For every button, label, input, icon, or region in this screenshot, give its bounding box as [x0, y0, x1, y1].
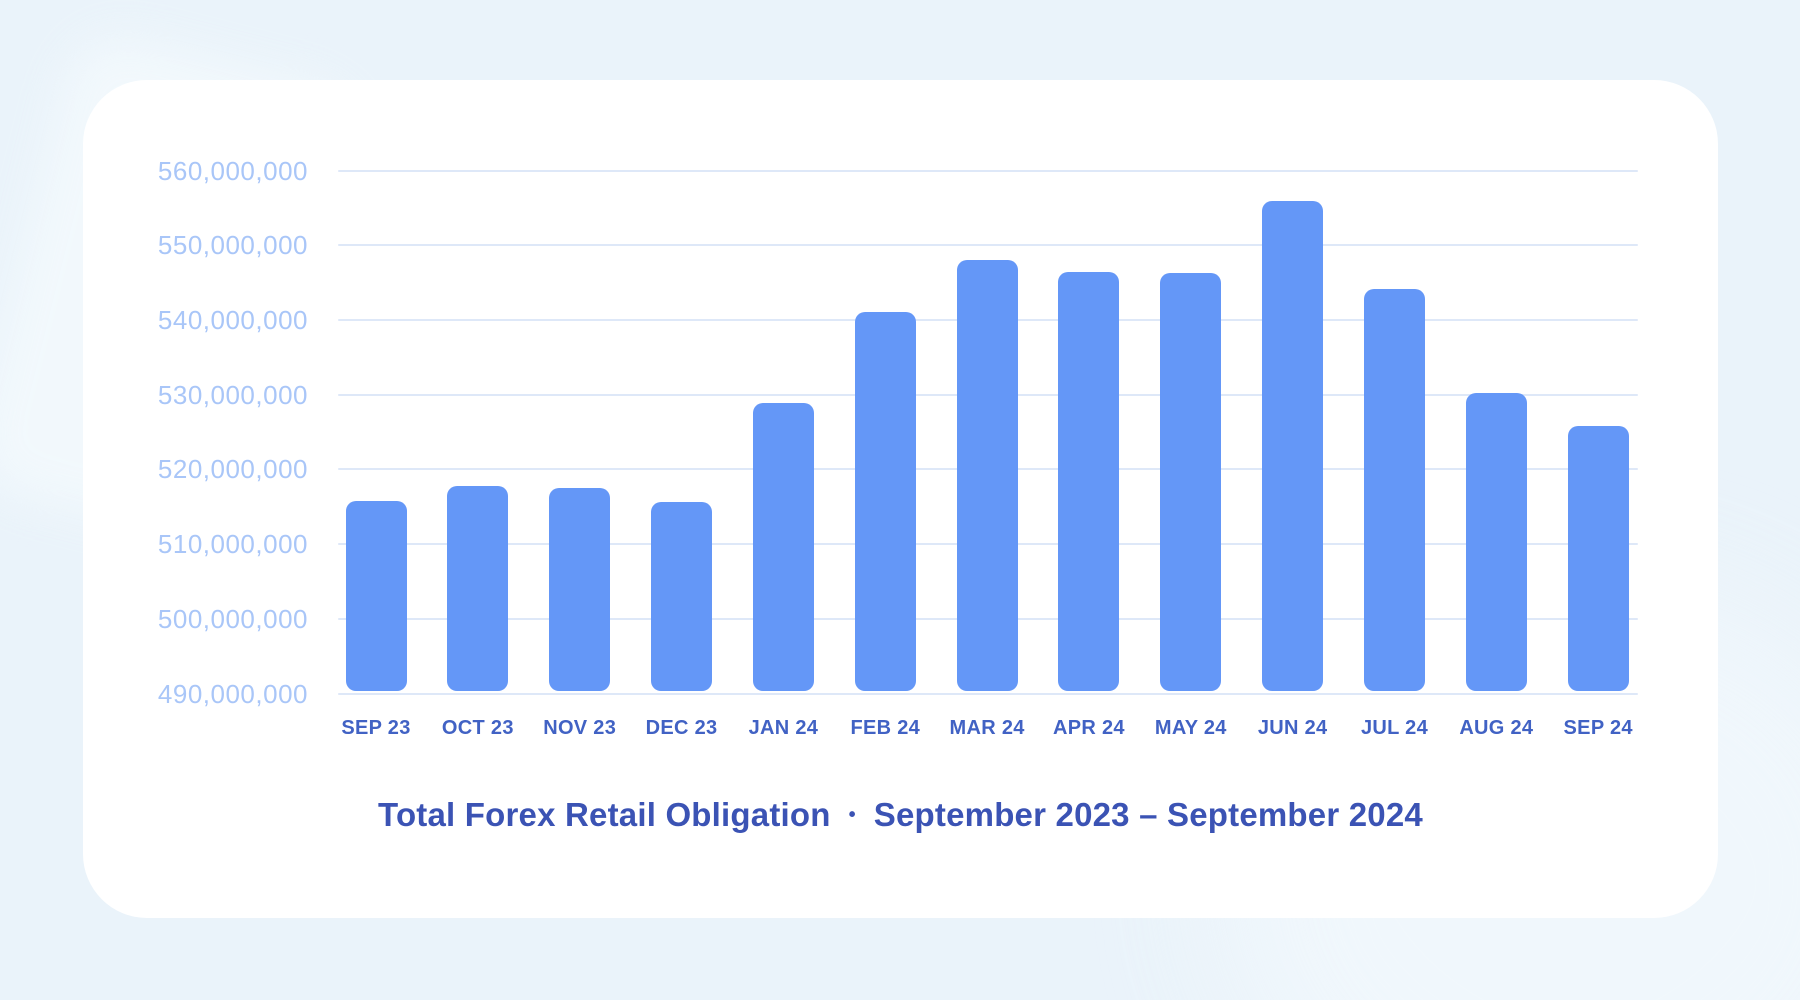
- y-axis-label: 530,000,000: [157, 379, 308, 410]
- y-axis-label: 560,000,000: [157, 155, 308, 186]
- x-axis-label: APR 24: [1053, 717, 1125, 739]
- x-axis-label: DEC 23: [645, 717, 718, 739]
- gridline: [338, 169, 1638, 172]
- bar-nov-23: [549, 487, 611, 692]
- bar-feb-24: [854, 311, 916, 692]
- y-axis-label: 550,000,000: [157, 230, 308, 261]
- title-separator-dot: •: [848, 803, 856, 826]
- bar-chart: 490,000,000 500,000,000 510,000,000 520,000…: [83, 80, 1718, 918]
- y-axis-label: 490,000,000: [157, 678, 308, 709]
- x-axis-label: SEP 24: [1563, 717, 1633, 739]
- x-axis-label: MAR 24: [949, 717, 1025, 739]
- x-axis-label: SEP 23: [341, 717, 411, 739]
- y-axis-label: 500,000,000: [157, 603, 308, 634]
- bar-jul-24: [1364, 288, 1425, 692]
- y-axis-label: 510,000,000: [157, 529, 308, 560]
- chart-title: Total Forex Retail Obligation • Septembe…: [83, 796, 1718, 834]
- chart-title-range: September 2023 – September 2024: [873, 796, 1423, 833]
- bar-sep-23: [345, 500, 407, 692]
- x-axis-label: FEB 24: [850, 717, 921, 739]
- bar-mar-24: [956, 260, 1018, 692]
- x-axis-label: NOV 23: [543, 717, 617, 739]
- chart-title-series: Total Forex Retail Obligation: [378, 796, 831, 833]
- bar-may-24: [1160, 273, 1222, 692]
- bar-aug-24: [1465, 393, 1527, 692]
- chart-card: 490,000,000 500,000,000 510,000,000 520,000…: [83, 80, 1718, 918]
- gridline: [338, 692, 1638, 695]
- x-axis-label: MAY 24: [1154, 717, 1227, 739]
- y-axis-label: 540,000,000: [157, 304, 308, 335]
- x-axis-label: JUL 24: [1360, 717, 1429, 739]
- x-axis-label: OCT 23: [441, 717, 514, 739]
- gridline: [338, 244, 1638, 247]
- bar-oct-23: [447, 486, 509, 692]
- bar-jan-24: [752, 403, 814, 692]
- bar-apr-24: [1058, 272, 1120, 692]
- x-axis-label: JAN 24: [748, 717, 819, 739]
- x-axis-label: JUN 24: [1257, 717, 1328, 739]
- bar-dec-23: [651, 501, 713, 692]
- y-axis-label: 520,000,000: [157, 454, 308, 485]
- bar-sep-24: [1567, 425, 1629, 692]
- bar-jun-24: [1262, 201, 1324, 692]
- x-axis-label: AUG 24: [1459, 717, 1534, 739]
